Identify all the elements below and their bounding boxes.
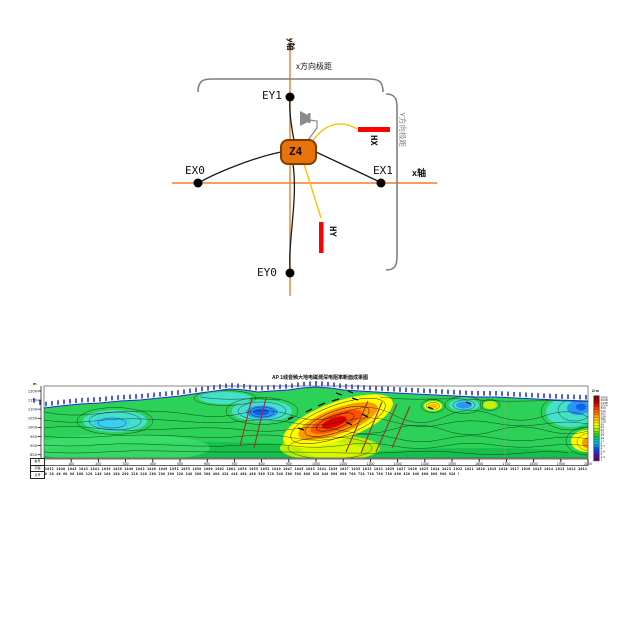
fault-lines [239, 397, 411, 454]
section-title: AP 1线音频大地电磁测深电阻率断面成果图 [271, 375, 369, 381]
svg-text:4: 4 [601, 447, 603, 451]
svg-text:5.7: 5.7 [601, 444, 606, 448]
svg-text:2: 2 [601, 452, 603, 456]
svg-text:16: 16 [601, 436, 605, 440]
x-axis-label: x轴 [412, 168, 427, 178]
electrode-dot-ex1 [376, 178, 386, 188]
wire-hy [303, 163, 322, 219]
svg-text:45: 45 [601, 428, 605, 432]
plot-frame [43, 385, 589, 459]
hy-sensor-label: HY [327, 226, 337, 237]
svg-text:300: 300 [123, 462, 129, 466]
receiver-label: Z4 [289, 145, 303, 158]
svg-text:1.4: 1.4 [601, 455, 606, 459]
elevation-ticks: 1200 1150 1100 1050 1000 950 900 850 [28, 389, 41, 457]
electrode-label-ey1: EY1 [262, 89, 282, 102]
svg-text:900: 900 [30, 444, 38, 448]
svg-text:8: 8 [601, 441, 603, 445]
x-spacing-label: x方向极距 [296, 62, 332, 71]
y-axis-label: y轴 [286, 38, 295, 51]
wire-hx [311, 123, 358, 143]
svg-text:90: 90 [601, 422, 605, 426]
hx-sensor-bar [358, 127, 390, 132]
svg-text:1448: 1448 [601, 401, 608, 405]
svg-text:11: 11 [601, 439, 605, 443]
svg-text:64: 64 [601, 425, 605, 429]
svg-text:724: 724 [601, 406, 607, 410]
ruler-ticks: 0100200300400500600700800900100011001200… [43, 459, 592, 466]
svg-text:1500: 1500 [448, 462, 456, 466]
hy-sensor-bar [319, 222, 324, 253]
electrode-dot-ey1 [285, 92, 295, 102]
svg-text:2896: 2896 [601, 395, 608, 399]
wire-ex0 [199, 151, 282, 183]
svg-text:512: 512 [601, 409, 607, 413]
svg-text:1900: 1900 [557, 462, 565, 466]
svg-text:1300: 1300 [394, 462, 402, 466]
svg-text:1800: 1800 [530, 462, 538, 466]
svg-text:181: 181 [601, 417, 607, 421]
electrode-dot-ey0 [285, 268, 295, 278]
electrode-dot-ex0 [193, 178, 203, 188]
svg-text:1100: 1100 [339, 462, 347, 466]
svg-text:850: 850 [30, 453, 38, 457]
svg-text:100: 100 [68, 462, 74, 466]
ground-icon [300, 111, 308, 126]
svg-text:1000: 1000 [28, 426, 38, 430]
svg-text:400: 400 [150, 462, 156, 466]
svg-text:1024: 1024 [601, 404, 608, 408]
electrode-label-ex1: EX1 [373, 164, 393, 177]
y-spacing-label: Y方向极距 [398, 112, 407, 148]
svg-text:362: 362 [601, 412, 607, 416]
svg-text:700: 700 [231, 462, 237, 466]
svg-text:1000: 1000 [312, 462, 320, 466]
resistivity-fill [44, 387, 588, 458]
svg-text:23: 23 [601, 433, 605, 437]
elevation-values-row: 1052 1048 1045 1043 1041 1039 1038 1040 … [45, 466, 587, 471]
svg-text:1200: 1200 [366, 462, 374, 466]
ground-wire [307, 119, 318, 141]
electrode-label-ex0: EX0 [185, 164, 205, 177]
station-values-row: 0 20 40 60 80 100 120 140 160 180 200 22… [45, 471, 459, 476]
hx-sensor-label: HX [368, 135, 378, 146]
svg-text:1200: 1200 [28, 389, 38, 393]
svg-text:128: 128 [601, 420, 607, 424]
resistivity-colorbar: 2896204814481024724512362256181128906445… [593, 395, 608, 462]
electrode-label-ey0: EY0 [257, 266, 277, 279]
svg-text:2000: 2000 [584, 462, 592, 466]
svg-text:900: 900 [286, 462, 292, 466]
survey-layout-diagram [172, 38, 437, 296]
svg-text:200: 200 [95, 462, 101, 466]
row-label-station: 点号 [30, 471, 45, 479]
svg-text:600: 600 [204, 462, 210, 466]
svg-text:1700: 1700 [502, 462, 510, 466]
annotation-marks [287, 390, 472, 431]
colorbar-unit: Ω·m [592, 389, 600, 393]
wire-ex1 [315, 151, 381, 183]
svg-text:1150: 1150 [28, 398, 38, 402]
svg-text:1400: 1400 [421, 462, 429, 466]
elevation-axis-unit: m [33, 381, 37, 386]
svg-text:32: 32 [601, 431, 605, 435]
wire-ey0 [289, 163, 296, 272]
svg-text:800: 800 [259, 462, 265, 466]
svg-text:1: 1 [601, 458, 603, 462]
svg-text:500: 500 [177, 462, 183, 466]
svg-text:256: 256 [601, 414, 607, 418]
x-spacing-bracket [197, 78, 384, 93]
receiver-box [280, 139, 317, 165]
svg-text:2.8: 2.8 [601, 449, 606, 453]
contour-lines [44, 390, 588, 458]
y-spacing-bracket [385, 93, 398, 271]
topography-line [43, 386, 589, 409]
svg-text:950: 950 [30, 435, 38, 439]
svg-text:1100: 1100 [28, 408, 38, 412]
svg-text:1050: 1050 [28, 417, 38, 421]
svg-text:2048: 2048 [601, 398, 608, 402]
svg-text:1600: 1600 [475, 462, 483, 466]
